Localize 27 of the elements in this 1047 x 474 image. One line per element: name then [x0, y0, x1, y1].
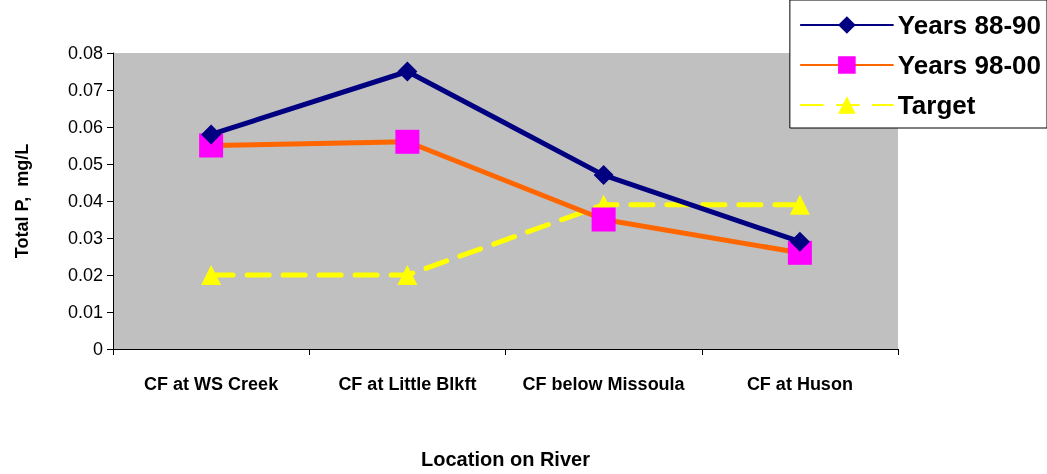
y-tick-label: 0.08: [67, 43, 103, 63]
y-tick-label: 0.03: [67, 228, 103, 248]
x-tick-label: CF below Missoula: [522, 374, 686, 394]
point: [201, 124, 222, 145]
point: [789, 231, 810, 252]
point: [201, 265, 222, 285]
x-tick-label: CF at Little Blkft: [338, 374, 477, 394]
y-tick-label: 0.06: [67, 117, 103, 137]
point: [395, 129, 420, 154]
y-tick-label: 0: [92, 339, 103, 359]
legend-label: Years 98-00: [897, 50, 1042, 80]
y-tick-label: 0.04: [67, 191, 103, 211]
y-axis-title: Total P, mg/L: [12, 143, 32, 259]
x-axis-title: Location on River: [421, 448, 591, 470]
point: [397, 61, 418, 82]
y-tick-label: 0.07: [67, 80, 103, 100]
point: [397, 265, 418, 285]
point: [789, 194, 810, 215]
legend-label: Years 88-90: [897, 10, 1042, 40]
legend-label: Target: [897, 90, 976, 120]
y-tick-label: 0.05: [67, 154, 103, 174]
y-tick-label: 0.01: [67, 302, 103, 322]
x-tick-label: CF at WS Creek: [144, 374, 280, 394]
y-tick-label: 0.02: [67, 265, 103, 285]
point: [593, 165, 614, 186]
x-tick-label: CF at Huson: [746, 374, 853, 394]
point: [591, 207, 616, 232]
